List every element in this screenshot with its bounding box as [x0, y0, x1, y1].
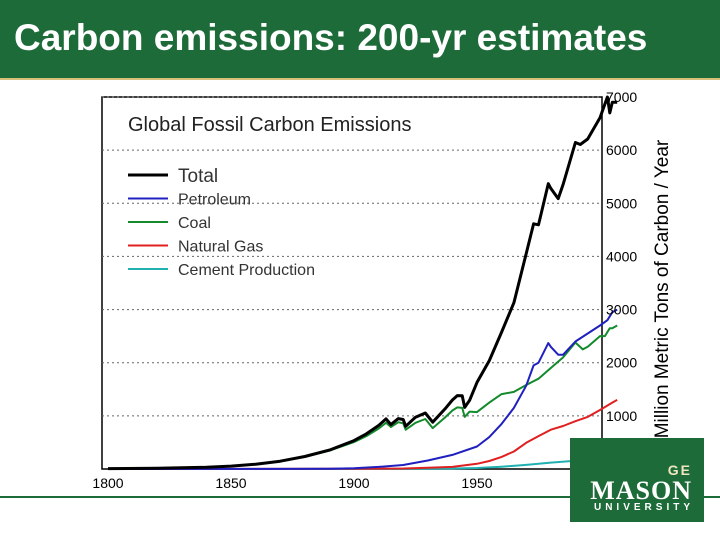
- y-tick-4000: 4000: [606, 248, 637, 264]
- x-tick-1850: 1850: [215, 475, 246, 491]
- legend-label-natural-gas: Natural Gas: [178, 239, 263, 256]
- y-tick-5000: 5000: [606, 195, 637, 211]
- legend-label-total: Total: [178, 166, 218, 187]
- chart-frame: [101, 96, 603, 470]
- y-tick-3000: 3000: [606, 302, 637, 318]
- title-divider: [0, 78, 720, 80]
- x-tick-labels: 18001850190019502000: [92, 475, 615, 491]
- series-total: [107, 95, 618, 471]
- x-tick-1950: 1950: [461, 475, 492, 491]
- emissions-chart: 1000 2000 3000 4000 5000 6000 7000 1800 1850 190…: [92, 89, 673, 491]
- bottom-divider: [0, 496, 720, 498]
- legend-label-petroleum: Petroleum: [178, 192, 251, 209]
- y-tick-labels: 1000 2000 3000 4000 5000 6000 7000: [606, 89, 637, 424]
- legend: Total Petroleum Coal Natural Gas Cement Prod…: [128, 166, 315, 279]
- y-tick-6000: 6000: [606, 142, 637, 158]
- y-tick-7000: 7000: [606, 89, 637, 105]
- series-natural-gas: [107, 399, 618, 470]
- chart-title: Global Fossil Carbon Emissions: [128, 114, 411, 136]
- x-tick-1900: 1900: [338, 475, 369, 491]
- y-tick-2000: 2000: [606, 355, 637, 371]
- logo-wordmark: MASON: [590, 476, 692, 505]
- y-tick-1000: 1000: [606, 408, 637, 424]
- legend-label-coal: Coal: [178, 215, 211, 232]
- series-petroleum: [107, 308, 618, 470]
- title-bar: Carbon emissions: 200-yr estimates: [0, 0, 720, 78]
- legend-label-cement-production: Cement Production: [178, 262, 315, 279]
- x-tick-1800: 1800: [92, 475, 123, 491]
- university-logo: GE MASON UNIVERSITY: [570, 438, 704, 522]
- slide-title: Carbon emissions: 200-yr estimates: [14, 17, 648, 58]
- logo-bottom-text: UNIVERSITY: [593, 502, 694, 513]
- logo-top-text: GE: [667, 462, 692, 478]
- y-axis-label: Million Metric Tons of Carbon / Year: [652, 139, 673, 438]
- gridlines: [102, 96, 602, 417]
